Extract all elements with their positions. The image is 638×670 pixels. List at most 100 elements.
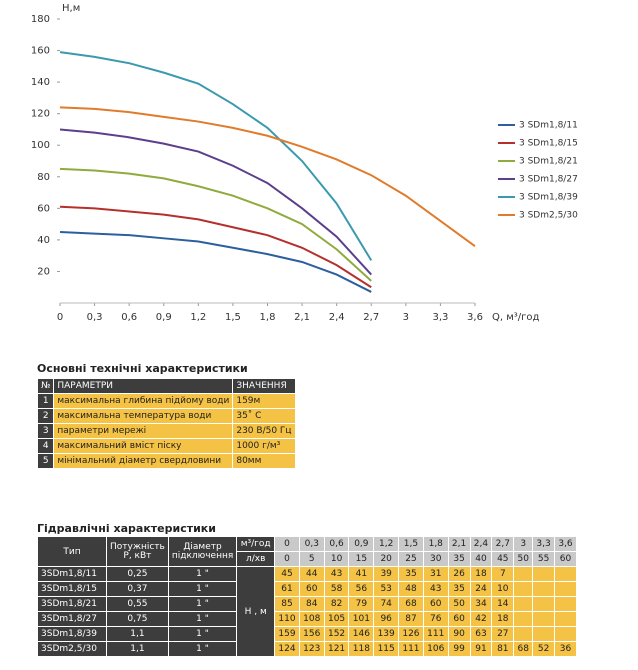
table-cell: 159 [274, 626, 300, 642]
table-cell: 4 [36, 438, 55, 454]
table-cell: 7 [491, 566, 515, 582]
table-cell: 63 [469, 626, 493, 642]
table-cell: 50 [447, 596, 471, 612]
x-tick-label: 0,3 [87, 312, 103, 323]
table-cell: ПАРАМЕТРИ [53, 378, 234, 394]
table-cell: 85 [274, 596, 300, 612]
x-tick-label: 1,2 [190, 312, 206, 323]
table-cell: максимальна температура води [53, 408, 234, 424]
table-cell: 87 [398, 611, 424, 627]
table-cell: 39 [373, 566, 400, 582]
table-cell: 126 [398, 626, 424, 642]
table-cell: л/хв [236, 551, 276, 567]
x-axis-label: Q, м³/год [492, 312, 540, 323]
y-tick-label: 40 [37, 235, 50, 246]
table-cell: 0,75 [106, 611, 169, 627]
table-cell: 1,1 [106, 626, 169, 642]
chart: H,м Q, м³/год 20 40 60 80 100 120 140 160 180 0 0,… [31, 3, 578, 323]
table-cell: 60 [447, 611, 471, 627]
table-cell: 60 [554, 551, 577, 567]
table-cell: № [36, 378, 55, 394]
table-cell: 36 [554, 641, 577, 657]
table-cell: 80мм [232, 453, 296, 469]
table-cell: 10 [491, 581, 515, 597]
table-cell: 35 [447, 581, 471, 597]
table-row: 4 максимальний вміст піску 1000 г/м³ [36, 438, 296, 454]
table-cell: 90 [447, 626, 471, 642]
table-cell: 41 [348, 566, 375, 582]
table-cell: 0 [274, 551, 300, 567]
table-cell: 1 " [167, 566, 238, 582]
table-cell: 55 [532, 551, 556, 567]
x-tick-label: 3,3 [432, 312, 448, 323]
table-cell: 1 [36, 393, 55, 409]
table-cell: 27 [491, 626, 515, 642]
x-tick-label: 2,4 [329, 312, 345, 323]
table-cell: 50 [513, 551, 534, 567]
table-cell: 3SDm1,8/27 [37, 611, 107, 627]
table-cell: 96 [373, 611, 400, 627]
table-row: 5 мінімальний діаметр свердловини 80мм [36, 453, 296, 469]
table-cell: 106 [422, 641, 449, 657]
table-cell: 1 " [167, 641, 238, 657]
table-cell: 1,5 [398, 536, 424, 552]
table-cell: 1 " [167, 611, 238, 627]
table-cell: 61 [274, 581, 300, 597]
table-cell: 26 [447, 566, 471, 582]
table-cell: 110 [274, 611, 300, 627]
y-tick-label: 100 [31, 140, 50, 151]
table-cell [513, 581, 534, 597]
table-cell: 3SDm1,8/21 [37, 596, 107, 612]
table-cell: 105 [323, 611, 350, 627]
table-cell: 0,25 [106, 566, 169, 582]
y-tick-label: 120 [31, 109, 50, 120]
x-tick-label: 1,8 [260, 312, 276, 323]
table-cell: 25 [398, 551, 424, 567]
table-cell [513, 626, 534, 642]
legend-label: 3 SDm1,8/11 [519, 121, 578, 131]
y-tick-label: 20 [37, 266, 50, 277]
table-cell: 123 [298, 641, 325, 657]
table-cell: параметри мережі [53, 423, 234, 439]
x-tick-label: 0 [57, 312, 63, 323]
table-cell: Тип [37, 536, 107, 567]
table-cell: Діаметр підключення [167, 536, 238, 567]
y-tick-label: 80 [37, 172, 50, 183]
table-cell: 115 [373, 641, 400, 657]
legend-label: 3 SDm1,8/39 [519, 193, 578, 203]
series-line [59, 231, 372, 293]
y-tick-label: 180 [31, 14, 50, 25]
table-cell: 0 [274, 536, 300, 552]
table-cell: 76 [422, 611, 449, 627]
table-row: 3SDm2,5/30 1,1 1 " 124 123 121 118 115 111 106 99 9… [37, 641, 577, 657]
table-cell: 35˚ C [232, 408, 296, 424]
table-cell: максимальний вміст піску [53, 438, 234, 454]
table-cell [554, 611, 577, 627]
table-cell: 34 [469, 596, 493, 612]
table-cell: 3SDm1,8/15 [37, 581, 107, 597]
table-cell: 156 [298, 626, 325, 642]
table-cell: 1000 г/м³ [232, 438, 296, 454]
table-row: № ПАРАМЕТРИ ЗНАЧЕННЯ [36, 378, 296, 394]
table-cell: 1 " [167, 626, 238, 642]
table-cell: 0,3 [298, 536, 325, 552]
table-cell: 56 [348, 581, 375, 597]
table-cell [532, 566, 556, 582]
table-cell: 58 [323, 581, 350, 597]
table-cell: 5 [298, 551, 325, 567]
table-cell: 84 [298, 596, 325, 612]
table-cell: 1,1 [106, 641, 169, 657]
table-cell: 60 [422, 596, 449, 612]
table-cell [532, 596, 556, 612]
table-cell: 2,4 [469, 536, 493, 552]
table-cell: 68 [513, 641, 534, 657]
y-tick-label: 60 [37, 203, 50, 214]
table-cell [554, 566, 577, 582]
table-cell: 118 [348, 641, 375, 657]
table-cell: 45 [274, 566, 300, 582]
series-line [59, 106, 476, 248]
table-cell: 68 [398, 596, 424, 612]
table-cell: 48 [398, 581, 424, 597]
table-cell: 5 [36, 453, 55, 469]
table-cell: 101 [348, 611, 375, 627]
